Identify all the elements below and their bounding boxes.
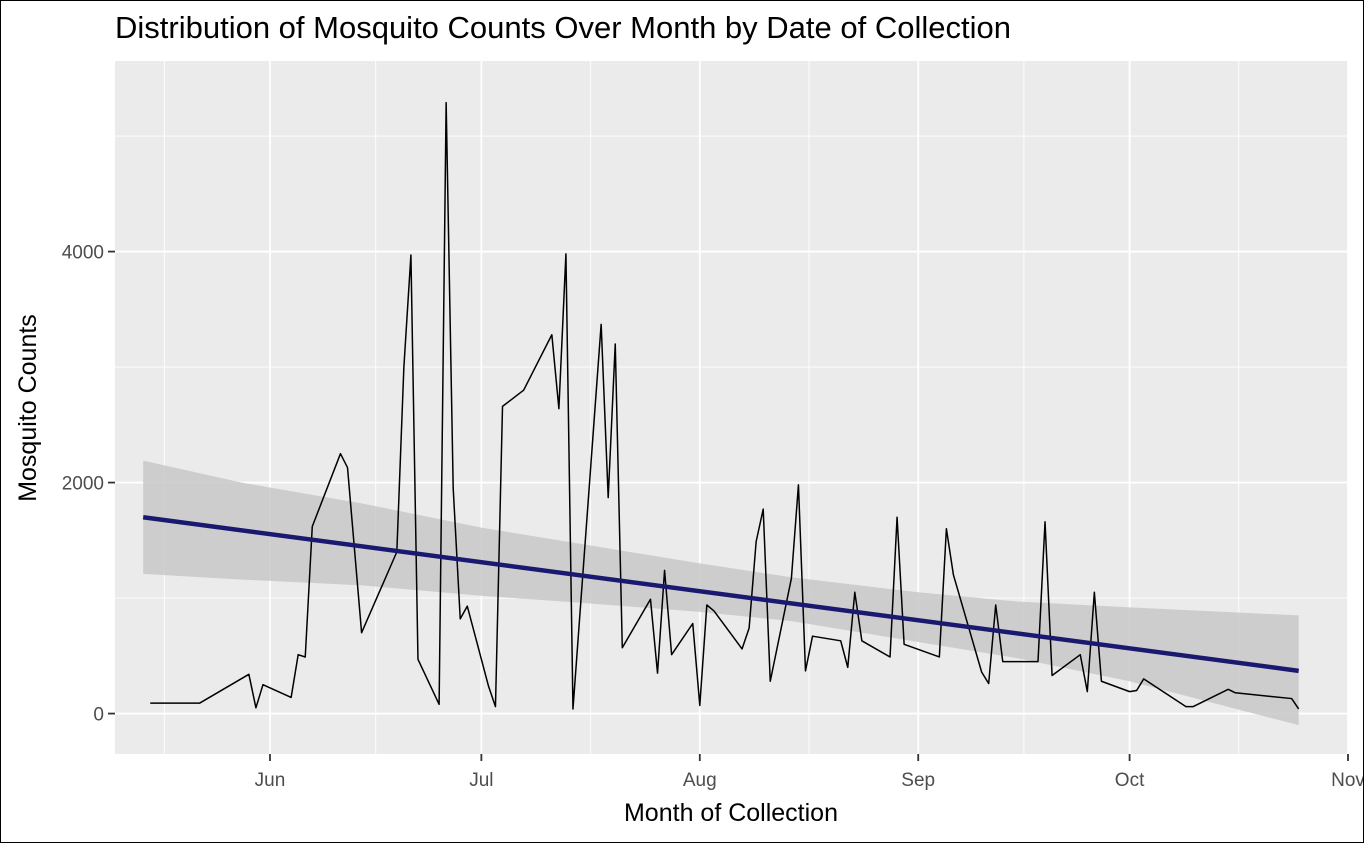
x-tick-label: Nov <box>1331 770 1364 791</box>
x-axis-title: Month of Collection <box>624 799 838 827</box>
y-tick-label: 0 <box>93 705 104 726</box>
x-axis: Jun Jul Aug Sep Oct Nov <box>255 754 1364 791</box>
y-axis: 0 2000 4000 <box>62 243 115 726</box>
chart-title: Distribution of Mosquito Counts Over Mon… <box>115 10 1011 45</box>
x-tick-label: Aug <box>683 770 717 791</box>
trend-line-layer <box>142 514 1299 674</box>
x-tick-label: Sep <box>901 770 935 791</box>
mosquito-count-line <box>150 101 1300 710</box>
x-tick-label: Oct <box>1115 770 1145 791</box>
y-tick-label: 2000 <box>62 474 104 495</box>
grid-major <box>115 61 1349 754</box>
y-axis-title: Mosquito Counts <box>14 314 42 502</box>
x-tick-label: Jul <box>469 770 493 791</box>
y-tick-label: 4000 <box>62 243 104 264</box>
trend-line <box>142 514 1299 674</box>
series-line-layer <box>150 101 1300 710</box>
x-tick-label: Jun <box>255 770 286 791</box>
